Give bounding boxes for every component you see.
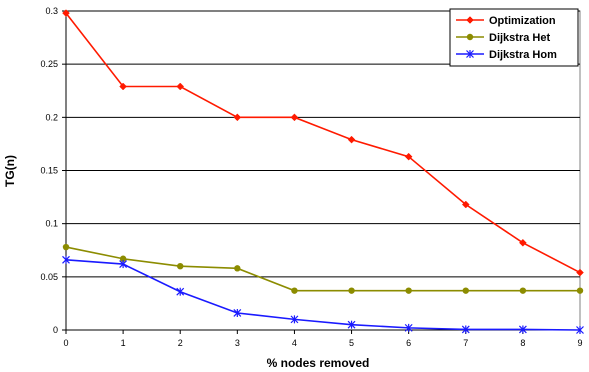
data-point <box>576 326 584 334</box>
y-tick-label: 0.05 <box>40 272 58 282</box>
x-tick-label: 8 <box>520 338 525 348</box>
data-point <box>233 308 242 317</box>
x-tick-label: 6 <box>406 338 411 348</box>
data-point <box>62 9 70 17</box>
y-tick-label: 0.25 <box>40 59 58 69</box>
data-point <box>290 315 299 324</box>
data-point <box>347 135 356 144</box>
data-point <box>576 287 584 294</box>
data-point <box>404 152 413 161</box>
series-dijkstra-het <box>62 243 584 294</box>
data-point <box>519 238 527 247</box>
data-point <box>519 287 527 294</box>
y-tick-label: 0.2 <box>45 112 58 122</box>
data-point <box>176 287 185 296</box>
y-tick-label: 0 <box>53 325 58 335</box>
legend-label: Optimization <box>489 15 556 27</box>
data-point <box>177 263 184 270</box>
data-point <box>62 243 70 251</box>
x-axis-title: % nodes removed <box>267 356 370 370</box>
data-point <box>234 265 241 272</box>
data-point <box>461 200 470 209</box>
x-tick-label: 7 <box>463 338 468 348</box>
data-point <box>462 287 469 294</box>
legend-item: Dijkstra Hom <box>456 49 557 61</box>
series-group <box>62 9 584 334</box>
data-point <box>233 113 242 122</box>
data-point <box>62 255 70 264</box>
legend-label: Dijkstra Hom <box>489 49 557 61</box>
data-point <box>347 320 356 329</box>
data-point <box>119 260 128 269</box>
x-tick-label: 9 <box>577 338 582 348</box>
series-line <box>65 246 580 292</box>
series-line <box>65 259 581 331</box>
data-point <box>176 82 185 91</box>
x-tick-label: 4 <box>292 338 297 348</box>
series-dijkstra-hom <box>62 255 584 334</box>
x-tick-label: 3 <box>235 338 240 348</box>
series-line <box>65 12 581 274</box>
x-tick-label: 0 <box>63 338 68 348</box>
data-point <box>119 255 127 262</box>
y-tick-label: 0.15 <box>40 166 58 176</box>
data-point <box>466 50 474 58</box>
y-tick-label: 0.1 <box>45 219 58 229</box>
data-point <box>466 33 474 41</box>
legend: Optimization Dijkstra Het Dijkstra Hom <box>449 8 579 67</box>
data-point <box>576 268 584 277</box>
x-tick-label: 1 <box>121 338 126 348</box>
y-axis-title: TG(n) <box>3 155 17 187</box>
y-tick-label: 0.3 <box>45 6 58 16</box>
data-point <box>290 113 299 122</box>
data-point <box>518 325 527 334</box>
data-point <box>466 16 474 24</box>
data-point <box>291 287 298 294</box>
legend-label: Dijkstra Het <box>489 32 550 44</box>
data-point <box>119 82 127 91</box>
legend-item: Dijkstra Het <box>456 32 550 44</box>
data-point <box>461 325 470 334</box>
data-point <box>404 323 413 332</box>
data-point <box>405 287 412 294</box>
legend-item: Optimization <box>456 15 556 27</box>
x-tick-label: 5 <box>349 338 354 348</box>
series-optimization <box>62 9 584 277</box>
data-point <box>348 287 355 294</box>
x-tick-label: 2 <box>178 338 183 348</box>
